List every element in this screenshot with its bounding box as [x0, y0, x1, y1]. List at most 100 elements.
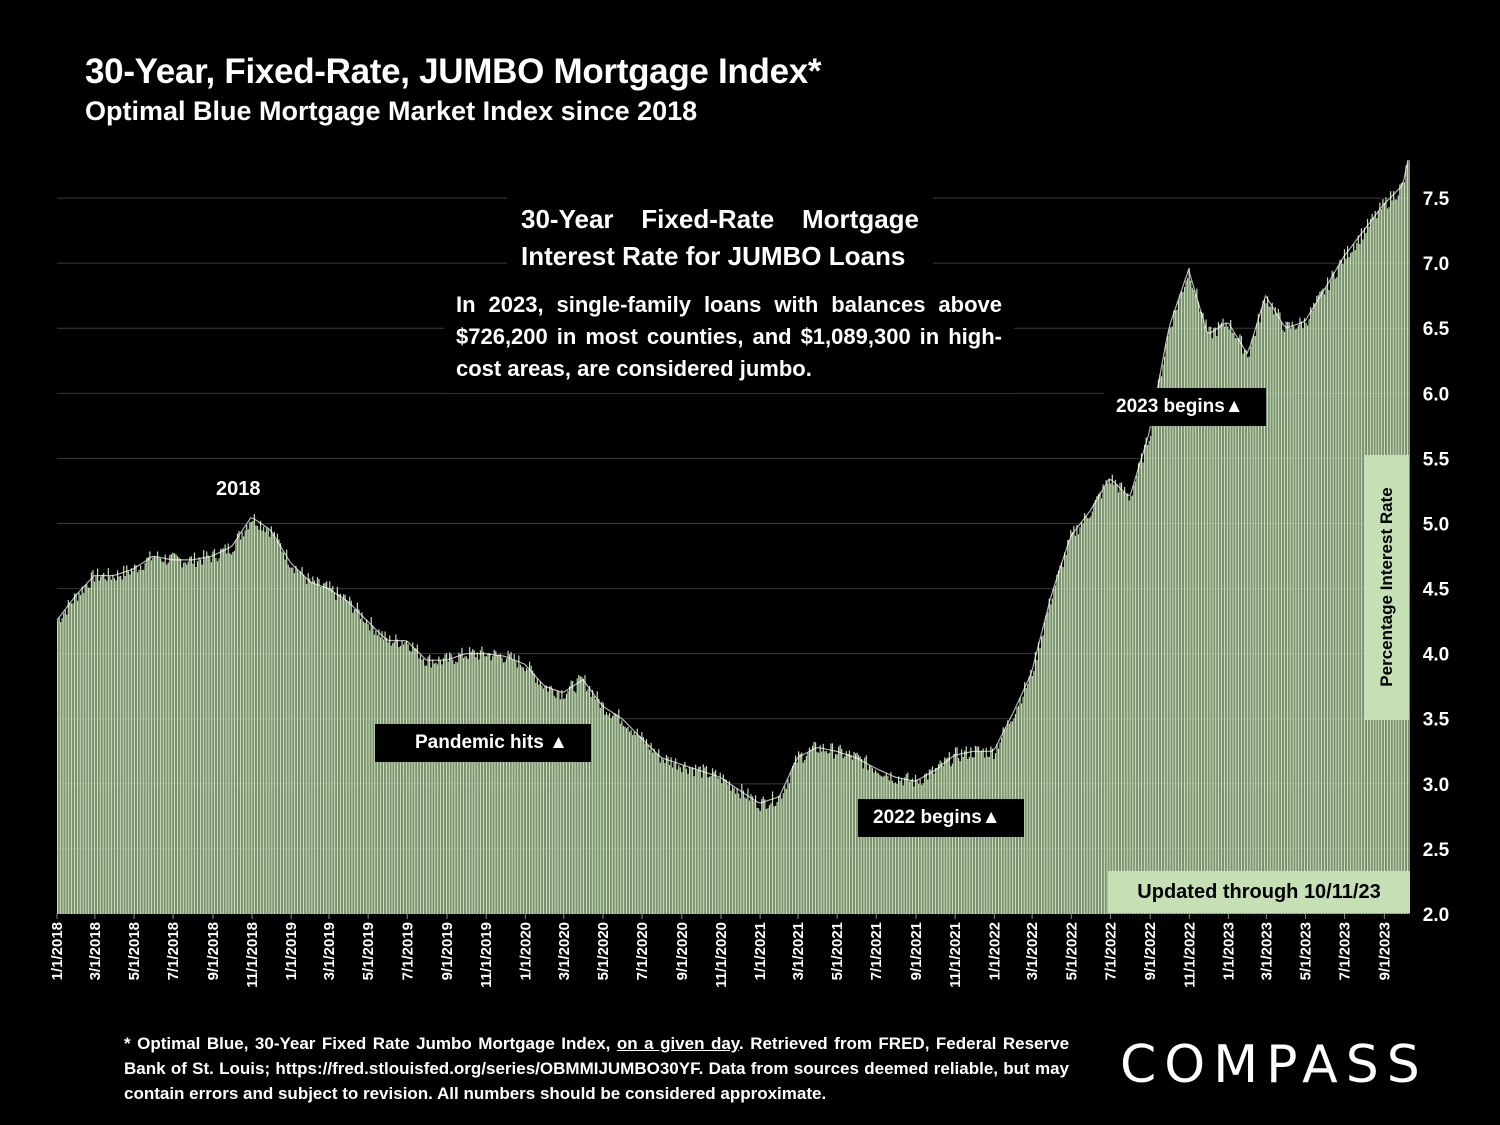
bar [1031, 676, 1033, 914]
page-subtitle: Optimal Blue Mortgage Market Index since… [85, 96, 698, 126]
bar [691, 767, 694, 914]
bar [874, 770, 877, 914]
bar [527, 669, 529, 914]
x-tick-label: 7/1/2018 [165, 922, 182, 980]
bar [1322, 288, 1324, 914]
bar [335, 599, 337, 914]
bar [164, 554, 166, 914]
bar [101, 574, 103, 914]
bar [67, 600, 69, 914]
bar [482, 651, 485, 914]
x-tick-label: 1/1/2022 [986, 922, 1003, 980]
bar-series [56, 160, 1410, 915]
bar [831, 743, 834, 914]
bar [292, 567, 294, 914]
bar [736, 788, 738, 914]
bar [515, 661, 517, 914]
bar [854, 753, 857, 914]
bar [1359, 243, 1361, 914]
bar [284, 559, 286, 914]
bar [587, 688, 589, 914]
bar [1117, 492, 1120, 914]
x-tick-label: 3/1/2022 [1024, 922, 1041, 980]
bar [1199, 311, 1201, 914]
bar [808, 747, 811, 914]
bar [765, 808, 767, 914]
bar [176, 556, 179, 914]
bar [393, 641, 395, 914]
bar [1346, 246, 1349, 915]
bar [230, 554, 232, 914]
bar [140, 565, 142, 914]
bar [579, 676, 581, 914]
bar [418, 658, 420, 914]
bar [1034, 652, 1037, 914]
bar [727, 784, 729, 914]
bar [894, 782, 897, 914]
bar [315, 584, 317, 914]
bar [1253, 335, 1255, 914]
bar [1077, 534, 1080, 914]
bar [1160, 376, 1163, 915]
bar [782, 793, 784, 914]
bar [361, 612, 363, 914]
bar [1217, 322, 1219, 914]
bar [192, 563, 194, 914]
bar [705, 765, 708, 914]
bar [438, 656, 440, 914]
bar [295, 565, 297, 914]
x-tick-label: 11/1/2019 [478, 922, 495, 988]
bar [90, 572, 93, 914]
x-tick-label: 9/1/2018 [205, 922, 222, 980]
bar [1154, 403, 1156, 914]
bar [1136, 475, 1138, 914]
bar [1167, 336, 1169, 914]
bar [784, 786, 786, 914]
bar [170, 554, 172, 914]
bar [156, 551, 159, 914]
x-tick-label: 3/1/2018 [87, 922, 104, 980]
bar [922, 783, 924, 914]
bar [672, 767, 674, 914]
bar [256, 526, 259, 914]
bar [798, 751, 800, 914]
bar [662, 759, 664, 914]
bar [246, 524, 248, 914]
bar [1334, 278, 1336, 914]
bar [58, 617, 60, 914]
bar [161, 561, 163, 914]
bar [316, 577, 319, 914]
bar [578, 675, 580, 914]
bar [595, 699, 597, 914]
bar [512, 659, 514, 914]
bar [624, 726, 626, 914]
bar [733, 788, 735, 914]
bar [1247, 357, 1249, 915]
bar [1354, 250, 1356, 914]
bar [1306, 325, 1309, 914]
bar [759, 810, 761, 914]
bar [1223, 326, 1226, 915]
bar [389, 635, 391, 914]
bar [570, 680, 572, 914]
bar [450, 653, 452, 914]
bar [396, 639, 398, 914]
bar [1137, 463, 1140, 914]
bar [310, 582, 312, 914]
bar [339, 593, 342, 914]
bar [239, 539, 242, 914]
bar [1044, 622, 1046, 914]
bar [664, 763, 666, 914]
bar [1045, 615, 1047, 914]
bar [901, 778, 903, 914]
bar [851, 759, 854, 914]
bar [1193, 289, 1195, 915]
bar [845, 751, 847, 914]
bar [1127, 493, 1129, 914]
bar [206, 551, 208, 914]
bar [496, 654, 498, 914]
bar [516, 667, 518, 914]
bar [1203, 325, 1206, 915]
bar [226, 553, 228, 914]
bar [850, 754, 852, 914]
